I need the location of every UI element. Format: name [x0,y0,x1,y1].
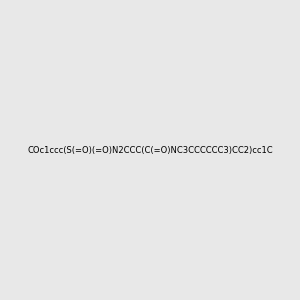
Text: COc1ccc(S(=O)(=O)N2CCC(C(=O)NC3CCCCCC3)CC2)cc1C: COc1ccc(S(=O)(=O)N2CCC(C(=O)NC3CCCCCC3)C… [27,146,273,154]
